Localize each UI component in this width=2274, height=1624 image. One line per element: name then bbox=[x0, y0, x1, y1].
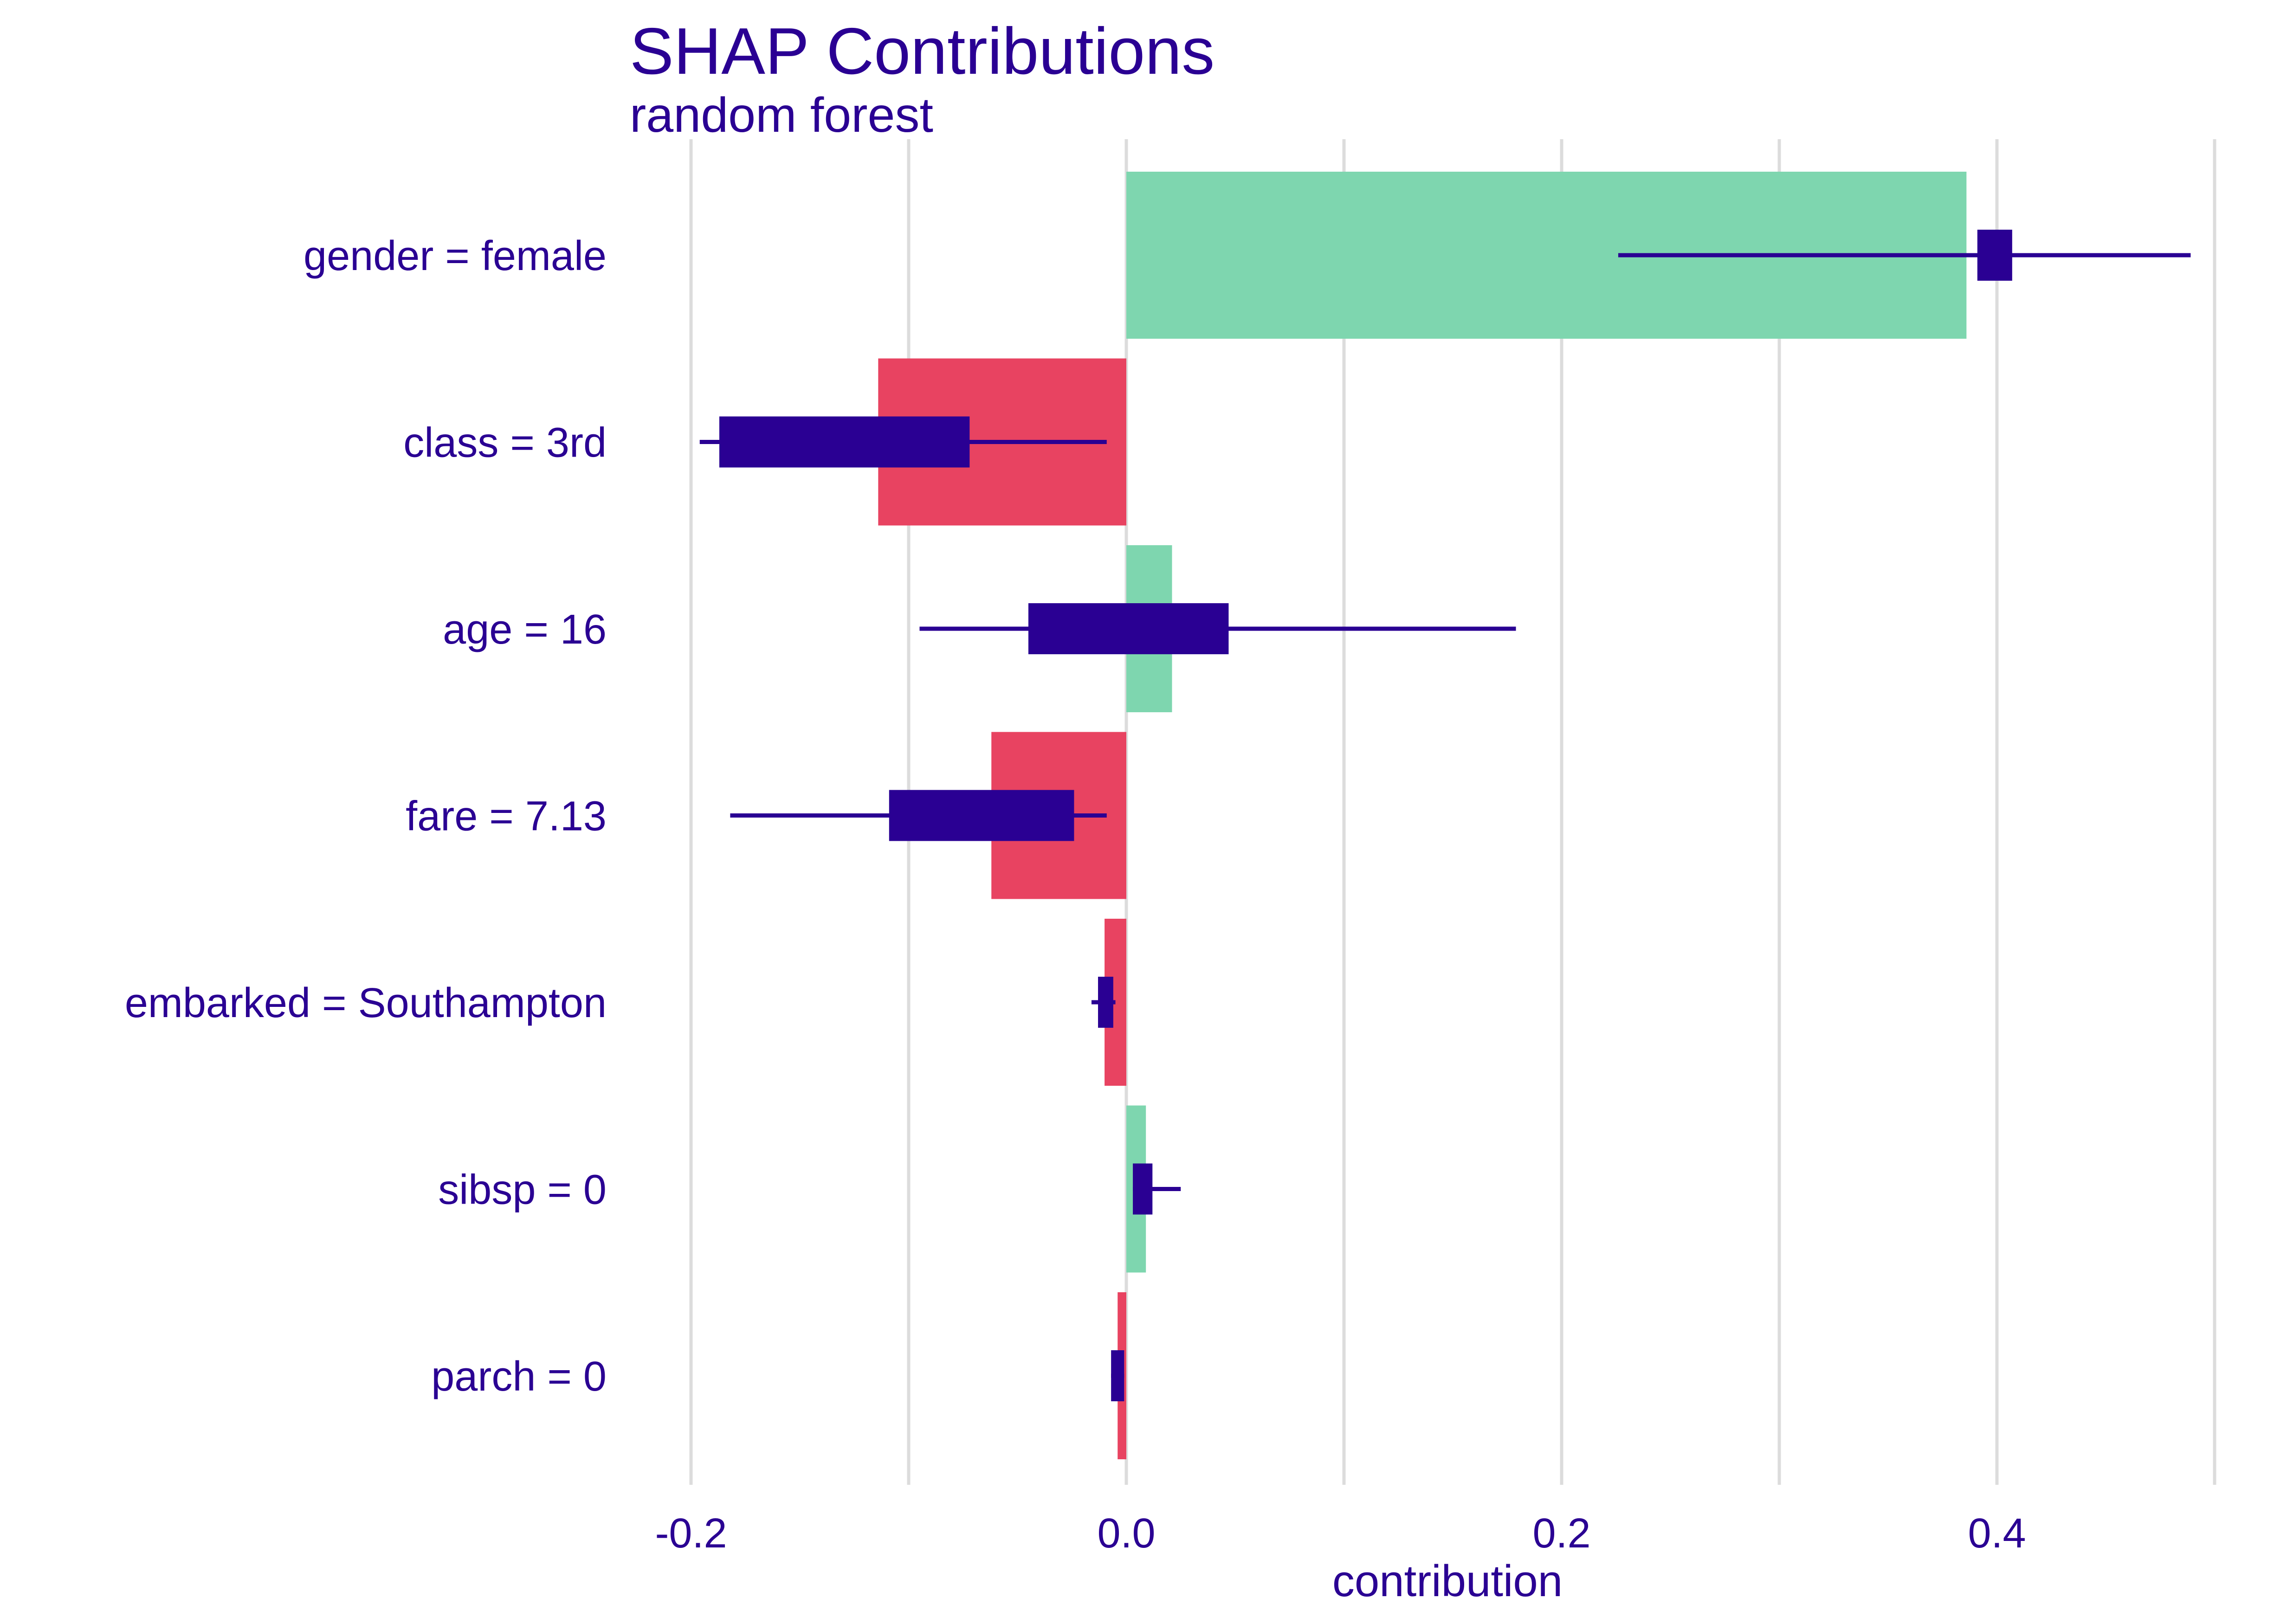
boxplot-box bbox=[1977, 230, 2012, 281]
boxplot-box bbox=[1098, 977, 1113, 1028]
boxplot-box bbox=[719, 416, 970, 468]
x-tick-label: 0.4 bbox=[1968, 1510, 2026, 1557]
y-category-label: class = 3rd bbox=[403, 420, 607, 466]
boxplot-box bbox=[1111, 1350, 1124, 1401]
x-tick-label: -0.2 bbox=[655, 1510, 727, 1557]
boxplot-box bbox=[1133, 1163, 1153, 1215]
y-category-label: parch = 0 bbox=[431, 1353, 607, 1400]
y-category-label: gender = female bbox=[304, 233, 607, 279]
boxplot-box bbox=[1028, 603, 1229, 654]
boxplot-box bbox=[889, 790, 1074, 841]
y-category-label: age = 16 bbox=[443, 606, 607, 653]
y-category-label: embarked = Southampton bbox=[125, 980, 607, 1026]
x-tick-label: 0.0 bbox=[1097, 1510, 1155, 1557]
x-axis-title: contribution bbox=[1332, 1556, 1563, 1606]
chart-title: SHAP Contributions bbox=[630, 14, 1215, 88]
y-category-label: fare = 7.13 bbox=[406, 793, 607, 840]
chart-subtitle: random forest bbox=[630, 88, 933, 142]
y-category-label: sibsp = 0 bbox=[438, 1167, 607, 1213]
x-tick-label: 0.2 bbox=[1532, 1510, 1590, 1557]
